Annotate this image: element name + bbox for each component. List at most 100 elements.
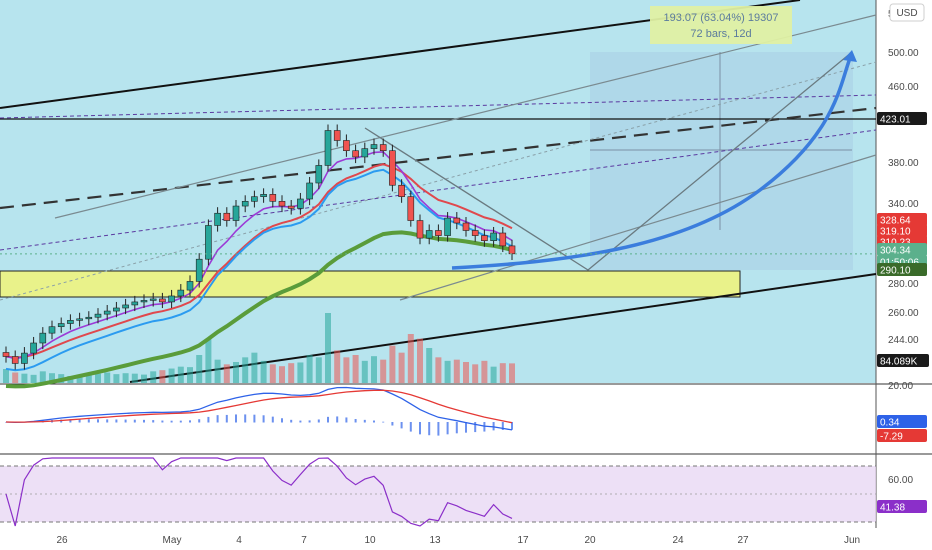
candle — [297, 192, 304, 215]
candle — [149, 292, 157, 307]
macd-tick: 20.00 — [888, 381, 913, 392]
candle — [85, 311, 93, 325]
volume-bar — [150, 371, 157, 383]
volume-bar — [453, 359, 460, 383]
candle — [389, 144, 396, 192]
candle — [481, 229, 488, 247]
volume-bar — [343, 357, 350, 383]
candle — [195, 253, 203, 288]
svg-text:0.34: 0.34 — [880, 418, 900, 429]
currency-selector[interactable]: USD — [889, 3, 925, 22]
price-tick: 340.00 — [888, 199, 919, 210]
fine-dashed-2 — [0, 94, 877, 119]
volume-bar — [389, 345, 396, 383]
ema-upper-tag: 328.64 — [877, 213, 927, 227]
measure-line2: 72 bars, 12d — [690, 28, 751, 40]
candle — [48, 320, 56, 340]
macd-histogram-bar — [437, 422, 440, 436]
volume-bar — [288, 363, 295, 383]
volume-bar — [361, 360, 368, 383]
volume-bar — [269, 364, 276, 383]
macd-histogram-bar — [133, 419, 136, 423]
macd-histogram-bar — [152, 420, 155, 423]
macd-histogram-bar — [69, 419, 72, 423]
macd-histogram-bar — [409, 422, 412, 432]
candle — [21, 347, 28, 370]
time-tick: 27 — [737, 535, 749, 546]
macd-histogram-bar — [124, 419, 127, 423]
measure-line1: 193.07 (63.04%) 19307 — [664, 12, 779, 24]
macd-histogram-bar — [501, 422, 504, 430]
volume-bar — [490, 366, 497, 383]
macd-histogram-bar — [262, 415, 265, 423]
macd-histogram-bar — [474, 422, 477, 433]
macd-histogram-bar — [336, 416, 339, 423]
projection-arrowhead — [843, 50, 857, 62]
macd-histogram-bar — [271, 416, 274, 423]
macd-histogram-bar — [391, 422, 394, 426]
time-axis[interactable]: 26 May 4 7 10 13 17 20 24 27 Jun — [56, 535, 860, 546]
volume-bar — [49, 373, 55, 383]
candle — [352, 144, 359, 164]
svg-text:304.34: 304.34 — [880, 246, 911, 257]
candle — [462, 216, 470, 237]
volume-bar — [371, 356, 377, 383]
macd-histogram-bar — [373, 420, 375, 423]
volume-bar — [85, 375, 92, 383]
volume-bar — [233, 362, 239, 383]
macd-histogram-bar — [216, 415, 219, 423]
volume-bar — [472, 364, 479, 383]
time-tick: 26 — [56, 535, 68, 546]
macd-histogram-bar — [446, 422, 449, 435]
volume-bar — [95, 373, 101, 383]
candle — [76, 312, 83, 327]
candle — [315, 159, 323, 190]
signal-line — [5, 389, 513, 424]
volume-bar — [463, 362, 469, 383]
fine-dashed-3 — [0, 61, 877, 301]
volume-bar — [104, 372, 111, 383]
volume-bar — [426, 348, 433, 383]
volume-bar — [380, 359, 387, 383]
volume-bar — [205, 338, 212, 383]
macd-histogram-bar — [492, 422, 495, 431]
volume-bar — [242, 357, 249, 383]
candle — [223, 207, 231, 227]
volume-bar — [499, 363, 506, 383]
volume-bar — [187, 367, 193, 383]
candle — [287, 200, 295, 215]
svg-text:290.10: 290.10 — [880, 266, 911, 277]
volume-tag: 84.089K — [877, 354, 929, 368]
volume-bar — [251, 352, 258, 383]
macd-histogram-bar — [161, 420, 164, 423]
macd-histogram-bar — [198, 419, 201, 423]
macd-histogram-bar — [354, 419, 357, 423]
candle — [444, 212, 451, 242]
volume-bar — [444, 360, 451, 383]
volume-bar — [159, 370, 166, 383]
macd-histogram-bar — [345, 417, 348, 423]
volume-bar — [76, 374, 83, 383]
volume-bar — [122, 373, 129, 383]
candle — [168, 289, 175, 309]
macd-histogram-bar — [290, 419, 293, 423]
volume-bar — [177, 366, 184, 383]
volume-bar — [21, 373, 28, 383]
candle — [103, 305, 111, 321]
macd-histogram-bar — [483, 422, 486, 432]
candle — [30, 336, 37, 360]
macd-histogram-bar — [78, 419, 81, 423]
grey-channel-lower — [399, 154, 877, 301]
macd-histogram-bar — [382, 421, 385, 423]
candle — [186, 275, 194, 297]
candle — [471, 224, 479, 242]
time-tick: May — [163, 535, 182, 546]
macd-histogram-bar — [299, 420, 302, 423]
volume-bar — [352, 355, 359, 383]
volume-bar — [407, 334, 414, 383]
price-scale[interactable]: 5 500.00 460.00 380.00 340.00 280.00 260… — [888, 9, 919, 486]
projection-zone — [590, 52, 853, 270]
candle — [379, 138, 387, 157]
candle — [407, 190, 415, 227]
